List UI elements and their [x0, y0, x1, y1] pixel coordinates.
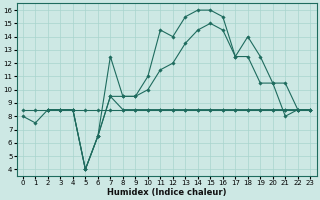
X-axis label: Humidex (Indice chaleur): Humidex (Indice chaleur) [107, 188, 226, 197]
